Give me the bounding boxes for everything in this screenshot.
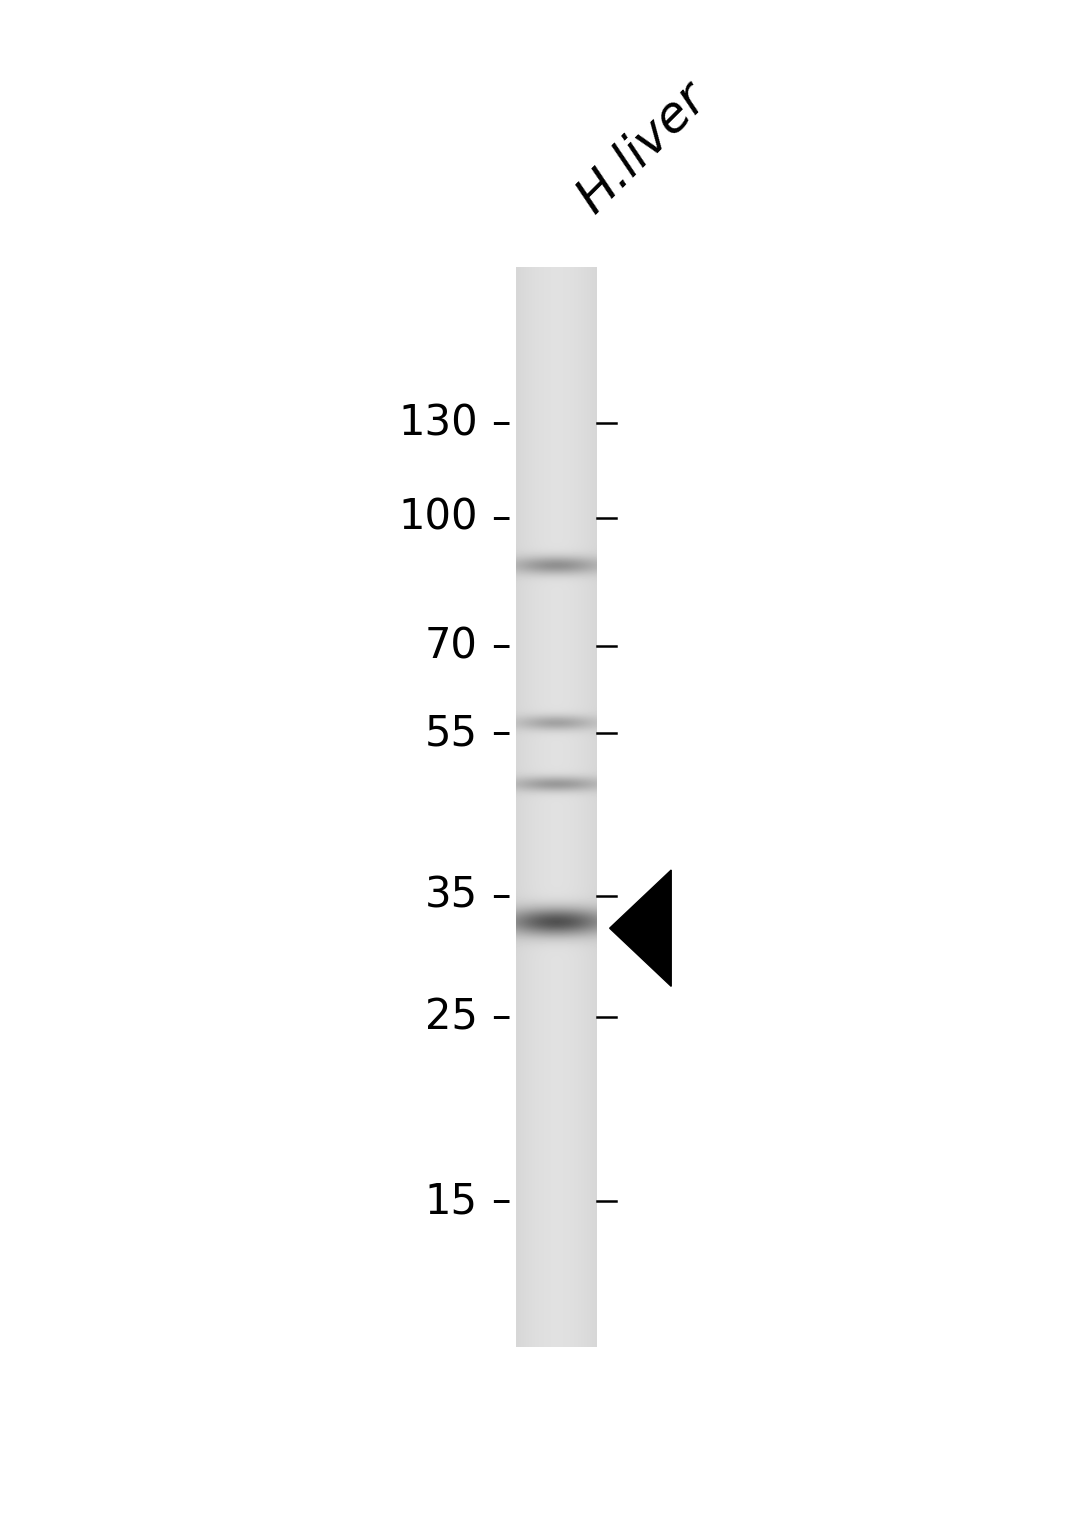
Text: 15: 15: [424, 1180, 477, 1222]
Text: –: –: [491, 1182, 511, 1220]
Text: 55: 55: [424, 712, 477, 755]
Text: 100: 100: [399, 496, 477, 539]
Text: –: –: [491, 877, 511, 916]
Text: H.liver: H.liver: [567, 73, 716, 222]
Text: –: –: [491, 998, 511, 1036]
Text: –: –: [491, 628, 511, 664]
Text: 35: 35: [424, 874, 477, 917]
Text: 25: 25: [426, 997, 477, 1038]
Text: 130: 130: [399, 403, 477, 444]
Text: 70: 70: [426, 625, 477, 668]
Text: –: –: [491, 404, 511, 442]
Text: –: –: [491, 713, 511, 752]
Polygon shape: [609, 870, 671, 986]
Text: –: –: [491, 499, 511, 537]
